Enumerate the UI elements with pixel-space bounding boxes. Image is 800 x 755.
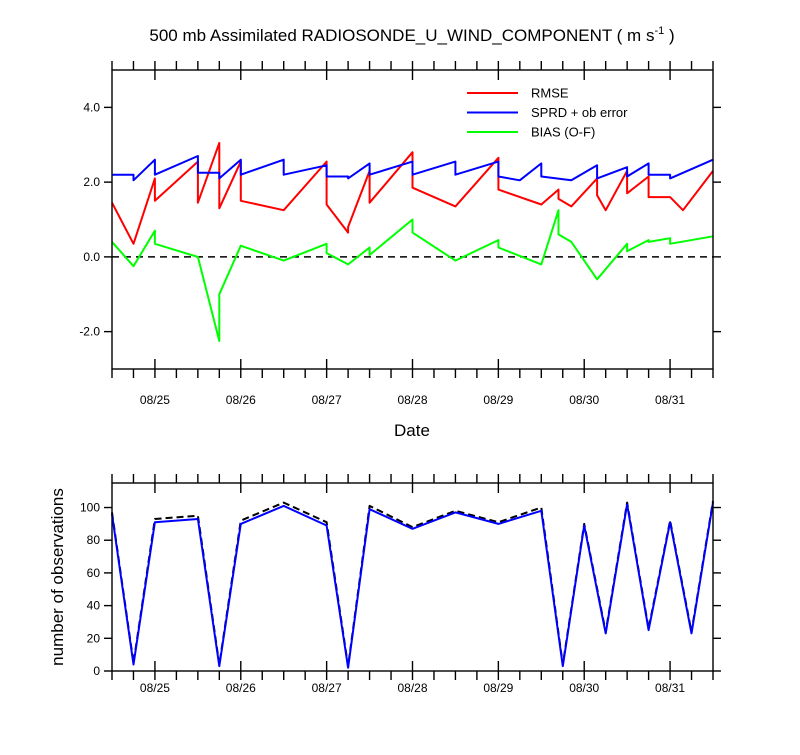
y-tick-label: 60 xyxy=(87,566,101,580)
x-tick-label: 08/25 xyxy=(140,681,170,695)
x-tick-label: 08/29 xyxy=(483,681,513,695)
x-tick-label: 08/30 xyxy=(569,393,599,407)
y-tick-label: 40 xyxy=(87,599,101,613)
legend-label: BIAS (O-F) xyxy=(531,125,595,140)
y-tick-label: 100 xyxy=(80,501,100,515)
x-tick-label: 08/28 xyxy=(397,681,427,695)
legend: RMSE SPRD + ob error BIAS (O-F) xyxy=(467,86,628,140)
x-tick-label: 08/27 xyxy=(312,393,342,407)
x-tick-label: 08/26 xyxy=(226,681,256,695)
x-tick-label: 08/26 xyxy=(226,393,256,407)
x-tick-label: 08/25 xyxy=(140,393,170,407)
y-axis-title-observations: number of observations xyxy=(48,488,67,666)
y-tick-label: 0 xyxy=(93,664,100,678)
y-tick-label: 80 xyxy=(87,533,101,547)
y-tick-label: 4.0 xyxy=(83,100,100,114)
top-plot: -2.0 0.0 2.0 4.0 08/25 08/26 08/27 08/28 08/29 08… xyxy=(79,61,721,407)
x-tick-label: 08/31 xyxy=(655,681,685,695)
legend-label: RMSE xyxy=(531,86,569,101)
series-line-sprd-ob-error xyxy=(112,155,714,182)
y-tick-label: 0.0 xyxy=(83,250,100,264)
series-line-assimilated-observations xyxy=(111,502,714,669)
y-tick-label: 20 xyxy=(87,631,101,645)
x-tick-label: 08/31 xyxy=(655,393,685,407)
bottom-plot-frame xyxy=(111,482,714,672)
x-tick-label: 08/29 xyxy=(483,393,513,407)
x-axis-title: Date xyxy=(394,421,430,440)
legend-label: SPRD + ob error xyxy=(531,105,628,120)
x-tick-label: 08/30 xyxy=(569,681,599,695)
y-tick-label: 2.0 xyxy=(83,175,100,189)
chart-title: 500 mb Assimilated RADIOSONDE_U_WIND_COM… xyxy=(149,25,674,45)
series-line-bias-o-f xyxy=(111,209,714,342)
x-tick-label: 08/27 xyxy=(312,681,342,695)
y-tick-label: -2.0 xyxy=(79,325,100,339)
x-tick-label: 08/28 xyxy=(397,393,427,407)
bottom-plot: 0 20 40 60 80 100 08/25 08/26 08/27 08/28 08/29 08/… xyxy=(80,474,721,695)
